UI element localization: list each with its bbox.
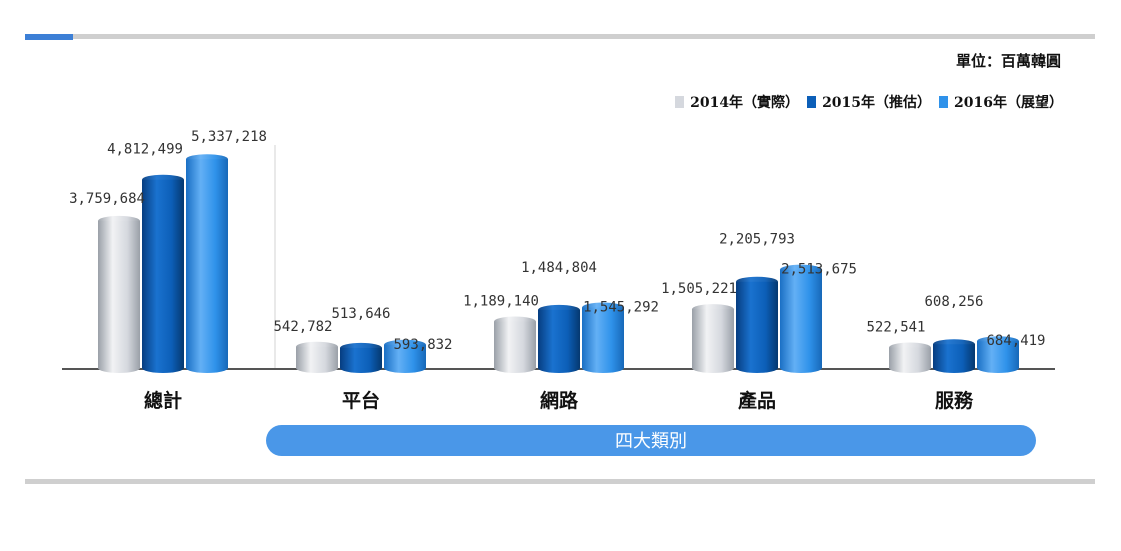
- top-rule: [25, 34, 1095, 39]
- bar-cap: [186, 154, 228, 165]
- bar-cap: [142, 174, 184, 185]
- data-label-2015-4: 2,205,793: [719, 232, 795, 248]
- bar-cap: [736, 276, 778, 287]
- data-label-2014-3: 1,189,140: [463, 293, 539, 309]
- data-label-2014-5: 522,541: [866, 320, 925, 336]
- legend-swatch-2016: [939, 96, 949, 108]
- data-label-2014-4: 1,505,221: [661, 281, 737, 297]
- bar-cap: [538, 304, 580, 315]
- legend-item-2014: 2014年（實際）: [675, 92, 799, 112]
- category-label-2: 平台: [342, 389, 380, 412]
- bar-cap: [977, 336, 1019, 347]
- bar-body: [889, 347, 931, 373]
- category-label-1: 總計: [144, 389, 182, 412]
- bars-layer: [98, 154, 1019, 373]
- bar-2014-1: [98, 215, 140, 373]
- bar-cap: [692, 304, 734, 315]
- bar-2016-4: [780, 264, 822, 373]
- group-banner: [266, 425, 1036, 456]
- bar-2016-3: [582, 302, 624, 373]
- bar-2015-3: [538, 304, 580, 373]
- category-label-4: 產品: [738, 389, 776, 412]
- data-label-2016-5: 684,419: [986, 333, 1045, 349]
- bar-body: [186, 159, 228, 373]
- bar-2016-1: [186, 154, 228, 373]
- legend-label-2014: 2014年（實際）: [690, 95, 800, 111]
- legend-swatch-2015: [807, 96, 817, 108]
- bar-2016-2: [384, 339, 426, 373]
- bar-2014-2: [296, 341, 338, 373]
- data-label-2014-1: 3,759,684: [69, 191, 145, 207]
- legend-item-2016: 2016年（展望）: [939, 92, 1063, 112]
- bar-body: [538, 309, 580, 373]
- data-label-2015-3: 1,484,804: [521, 260, 597, 276]
- bar-2014-5: [889, 342, 931, 373]
- bar-cap: [340, 342, 382, 353]
- data-label-2016-2: 593,832: [393, 337, 452, 353]
- bottom-rule: [25, 479, 1095, 484]
- bar-cap: [98, 215, 140, 226]
- data-label-2014-2: 542,782: [273, 319, 332, 335]
- bar-body: [977, 341, 1019, 373]
- legend-item-2015: 2015年（推估）: [807, 92, 931, 112]
- bar-2015-1: [142, 174, 184, 373]
- bar-2016-5: [977, 336, 1019, 373]
- unit-label: 單位：百萬韓圓: [955, 52, 1061, 70]
- bar-body: [340, 347, 382, 373]
- bar-body: [780, 269, 822, 373]
- data-label-2015-2: 513,646: [331, 306, 390, 322]
- bar-body: [494, 321, 536, 373]
- bar-cap: [889, 342, 931, 353]
- data-label-2016-1: 5,337,218: [191, 129, 267, 145]
- legend-label-2015: 2015年（推估）: [822, 95, 932, 111]
- data-labels-layer: 3,759,684 4,812,499 5,337,218 542,782513,64…: [69, 129, 1045, 353]
- data-label-2015-1: 4,812,499: [107, 142, 183, 158]
- bar-cap: [780, 264, 822, 275]
- bar-2015-4: [736, 276, 778, 373]
- bar-2014-3: [494, 316, 536, 373]
- bar-cap: [582, 302, 624, 313]
- data-label-2016-3: 1,545,292: [583, 300, 659, 316]
- bar-2015-2: [340, 342, 382, 373]
- bar-body: [296, 346, 338, 373]
- bar-cap: [296, 341, 338, 352]
- category-label-5: 服務: [935, 389, 974, 412]
- data-label-2016-4: 2,513,675: [781, 262, 857, 278]
- bar-body: [142, 179, 184, 373]
- bar-body: [692, 309, 734, 373]
- legend-label-2016: 2016年（展望）: [954, 95, 1063, 111]
- bar-2014-4: [692, 304, 734, 373]
- bar-body: [582, 307, 624, 373]
- bar-body: [933, 344, 975, 373]
- top-rule-accent: [25, 34, 73, 40]
- bar-body: [736, 281, 778, 373]
- bar-cap: [494, 316, 536, 327]
- category-labels-layer: 總計 平台 網路 產品 服務: [144, 389, 974, 412]
- bar-body: [384, 344, 426, 373]
- category-label-3: 網路: [540, 389, 579, 412]
- legend: 2014年（實際） 2015年（推估） 2016年（展望）: [675, 92, 1063, 112]
- bar-cap: [384, 339, 426, 350]
- bar-cap: [933, 339, 975, 350]
- group-banner-label: 四大類別: [615, 431, 687, 452]
- bar-2015-5: [933, 339, 975, 373]
- legend-swatch-2014: [675, 96, 685, 108]
- data-label-2015-5: 608,256: [924, 294, 983, 310]
- bar-body: [98, 220, 140, 373]
